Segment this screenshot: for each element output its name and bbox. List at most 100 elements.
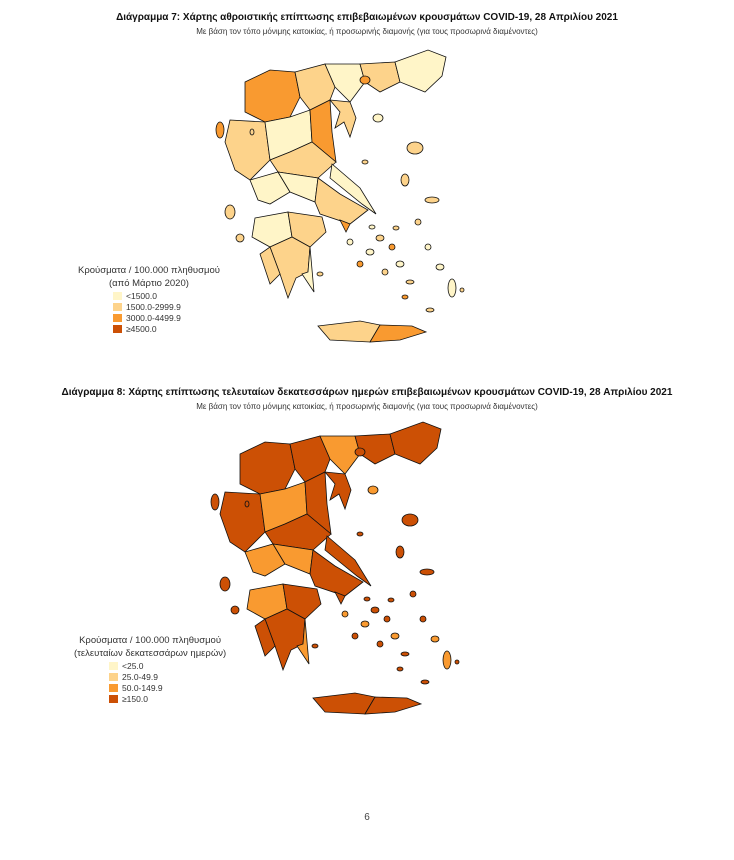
map-island <box>396 666 404 672</box>
legend-title: Κρούσματα / 100.000 πληθυσμού <box>78 265 220 276</box>
map-island <box>346 238 354 246</box>
legend-item: <25.0 <box>109 660 226 671</box>
map-region <box>264 608 306 672</box>
legend-item: 25.0-49.9 <box>109 671 226 682</box>
legend-label: ≥4500.0 <box>126 323 157 334</box>
legend-item: 3000.0-4499.9 <box>113 312 220 323</box>
figure8-map <box>210 421 460 715</box>
map-region <box>324 471 352 511</box>
map-island <box>359 75 371 85</box>
map-region <box>317 320 381 343</box>
legend-item: 1500.0-2999.9 <box>113 301 220 312</box>
legend-item: 50.0-149.9 <box>109 682 226 693</box>
figure8-legend: Κρούσματα / 100.000 πληθυσμού (τελευταίω… <box>74 634 226 704</box>
map-region <box>269 236 311 300</box>
map-region <box>319 435 361 475</box>
map-island <box>459 287 465 293</box>
map-region <box>287 211 327 248</box>
map-island <box>387 597 395 603</box>
map-island <box>447 278 457 298</box>
legend-swatch <box>109 661 118 670</box>
legend-item: <1500.0 <box>113 290 220 301</box>
map-region <box>329 99 357 139</box>
map-island <box>419 568 435 576</box>
map-island <box>316 271 324 277</box>
legend-item: ≥150.0 <box>109 693 226 704</box>
map-region <box>304 471 332 535</box>
map-island <box>311 643 319 649</box>
map-region <box>309 99 337 163</box>
map-island <box>424 196 440 204</box>
legend-label: ≥150.0 <box>122 693 148 704</box>
figure7-map <box>215 49 465 343</box>
legend-subtitle: (από Μάρτιο 2020) <box>109 278 189 289</box>
legend-label: 25.0-49.9 <box>122 671 158 682</box>
map-region <box>312 692 376 715</box>
map-region <box>339 219 351 233</box>
map-island <box>424 243 432 251</box>
map-island <box>454 659 460 665</box>
figure7-title: Διάγραμμα 7: Χάρτης αθροιστικής επίπτωση… <box>116 12 618 23</box>
map-region <box>369 324 428 343</box>
map-island <box>430 635 440 643</box>
page-number: 6 <box>364 812 370 823</box>
map-island <box>354 447 366 457</box>
map-island <box>376 640 384 648</box>
legend-swatch <box>113 324 122 333</box>
map-region <box>282 583 322 620</box>
map-island <box>395 545 405 559</box>
map-island <box>400 173 410 187</box>
map-island <box>224 204 236 220</box>
legend-swatch <box>113 313 122 322</box>
map-island <box>360 620 370 628</box>
map-island <box>406 141 424 155</box>
map-island <box>395 260 405 268</box>
map-island <box>401 513 419 527</box>
map-island <box>235 233 245 243</box>
map-island <box>390 632 400 640</box>
map-region <box>324 535 372 587</box>
map-island <box>365 248 375 256</box>
map-region <box>394 49 447 93</box>
legend-swatch <box>109 683 118 692</box>
map-island <box>361 159 369 165</box>
map-island <box>363 596 371 602</box>
map-region <box>364 696 423 715</box>
map-island <box>420 679 430 685</box>
map-island <box>372 113 384 123</box>
map-region <box>224 119 271 181</box>
map-region <box>296 618 310 665</box>
map-region <box>249 171 291 205</box>
figure7-legend: Κρούσματα / 100.000 πληθυσμού (από Μάρτι… <box>78 264 220 334</box>
legend-swatch <box>109 672 118 681</box>
map-island <box>401 294 409 300</box>
map-island <box>414 218 422 226</box>
map-region <box>254 618 276 657</box>
map-island <box>244 500 250 508</box>
map-region <box>239 441 296 495</box>
map-region <box>389 421 442 465</box>
map-region <box>244 69 301 123</box>
legend-label: 3000.0-4499.9 <box>126 312 181 323</box>
legend-label: 50.0-149.9 <box>122 682 163 693</box>
legend-swatch <box>113 291 122 300</box>
map-island <box>370 606 380 614</box>
legend-label: <25.0 <box>122 660 144 671</box>
map-region <box>259 246 281 285</box>
map-region <box>301 246 315 293</box>
map-island <box>419 615 427 623</box>
map-island <box>249 128 255 136</box>
legend-title: Κρούσματα / 100.000 πληθυσμού <box>79 635 222 646</box>
map-region <box>324 63 366 103</box>
legend-subtitle: (τελευταίων δεκατεσσάρων ημερών) <box>74 648 227 659</box>
map-island <box>351 632 359 640</box>
legend-item: ≥4500.0 <box>113 323 220 334</box>
figure8-title: Διάγραμμα 8: Χάρτης επίπτωσης τελευταίων… <box>61 387 673 398</box>
map-island <box>368 224 376 230</box>
map-region <box>329 163 377 215</box>
map-island <box>392 225 400 231</box>
map-island <box>210 493 220 511</box>
map-island <box>367 485 379 495</box>
map-island <box>375 234 385 242</box>
legend-swatch <box>109 694 118 703</box>
